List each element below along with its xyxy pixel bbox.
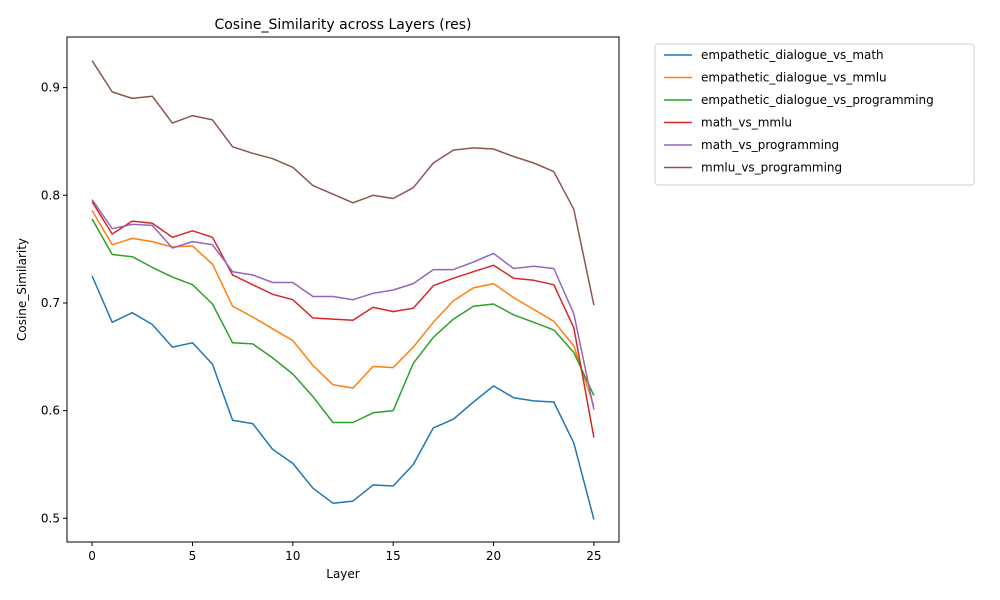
x-tick-label: 10 [285, 549, 300, 563]
legend-label-math-vs-mmlu: math_vs_mmlu [701, 116, 792, 130]
chart-title: Cosine_Similarity across Layers (res) [214, 17, 471, 33]
legend-label-empathetic-dialogue-vs-math: empathetic_dialogue_vs_math [701, 48, 884, 62]
x-tick-label: 20 [486, 549, 501, 563]
series-line-mmlu-vs-programming [91, 60, 595, 306]
y-tick-label: 0.5 [41, 511, 60, 525]
series-line-empathetic-dialogue-vs-math [91, 275, 595, 520]
y-tick-label: 0.8 [41, 188, 60, 202]
x-axis: 0 5 10 15 20 25 [88, 542, 602, 563]
legend-label-empathetic-dialogue-vs-programming: empathetic_dialogue_vs_programming [701, 93, 934, 107]
x-tick-label: 25 [586, 549, 601, 563]
x-tick-label: 0 [88, 549, 96, 563]
legend-label-math-vs-programming: math_vs_programming [701, 138, 839, 152]
x-tick-label: 15 [386, 549, 401, 563]
series-line-empathetic-dialogue-vs-programming [91, 218, 595, 424]
y-tick-label: 0.6 [41, 404, 60, 418]
legend-box [654, 43, 975, 186]
legend-label-empathetic-dialogue-vs-mmlu: empathetic_dialogue_vs_mmlu [701, 71, 887, 85]
series-line-empathetic-dialogue-vs-mmlu [91, 210, 595, 407]
series-line-math-vs-mmlu [91, 201, 595, 438]
x-axis-title: Layer [326, 567, 360, 581]
plot-area [91, 60, 595, 520]
axes-frame [66, 36, 620, 543]
legend-label-mmlu-vs-programming: mmlu_vs_programming [701, 161, 842, 175]
y-axis: 0.5 0.6 0.7 0.8 0.9 [41, 81, 67, 525]
series-line-math-vs-programming [91, 199, 595, 410]
y-tick-label: 0.9 [41, 81, 60, 95]
y-tick-label: 0.7 [41, 296, 60, 310]
legend: empathetic_dialogue_vs_math empathetic_di… [654, 43, 975, 186]
y-axis-title: Cosine_Similarity [15, 238, 29, 341]
x-tick-label: 5 [189, 549, 197, 563]
